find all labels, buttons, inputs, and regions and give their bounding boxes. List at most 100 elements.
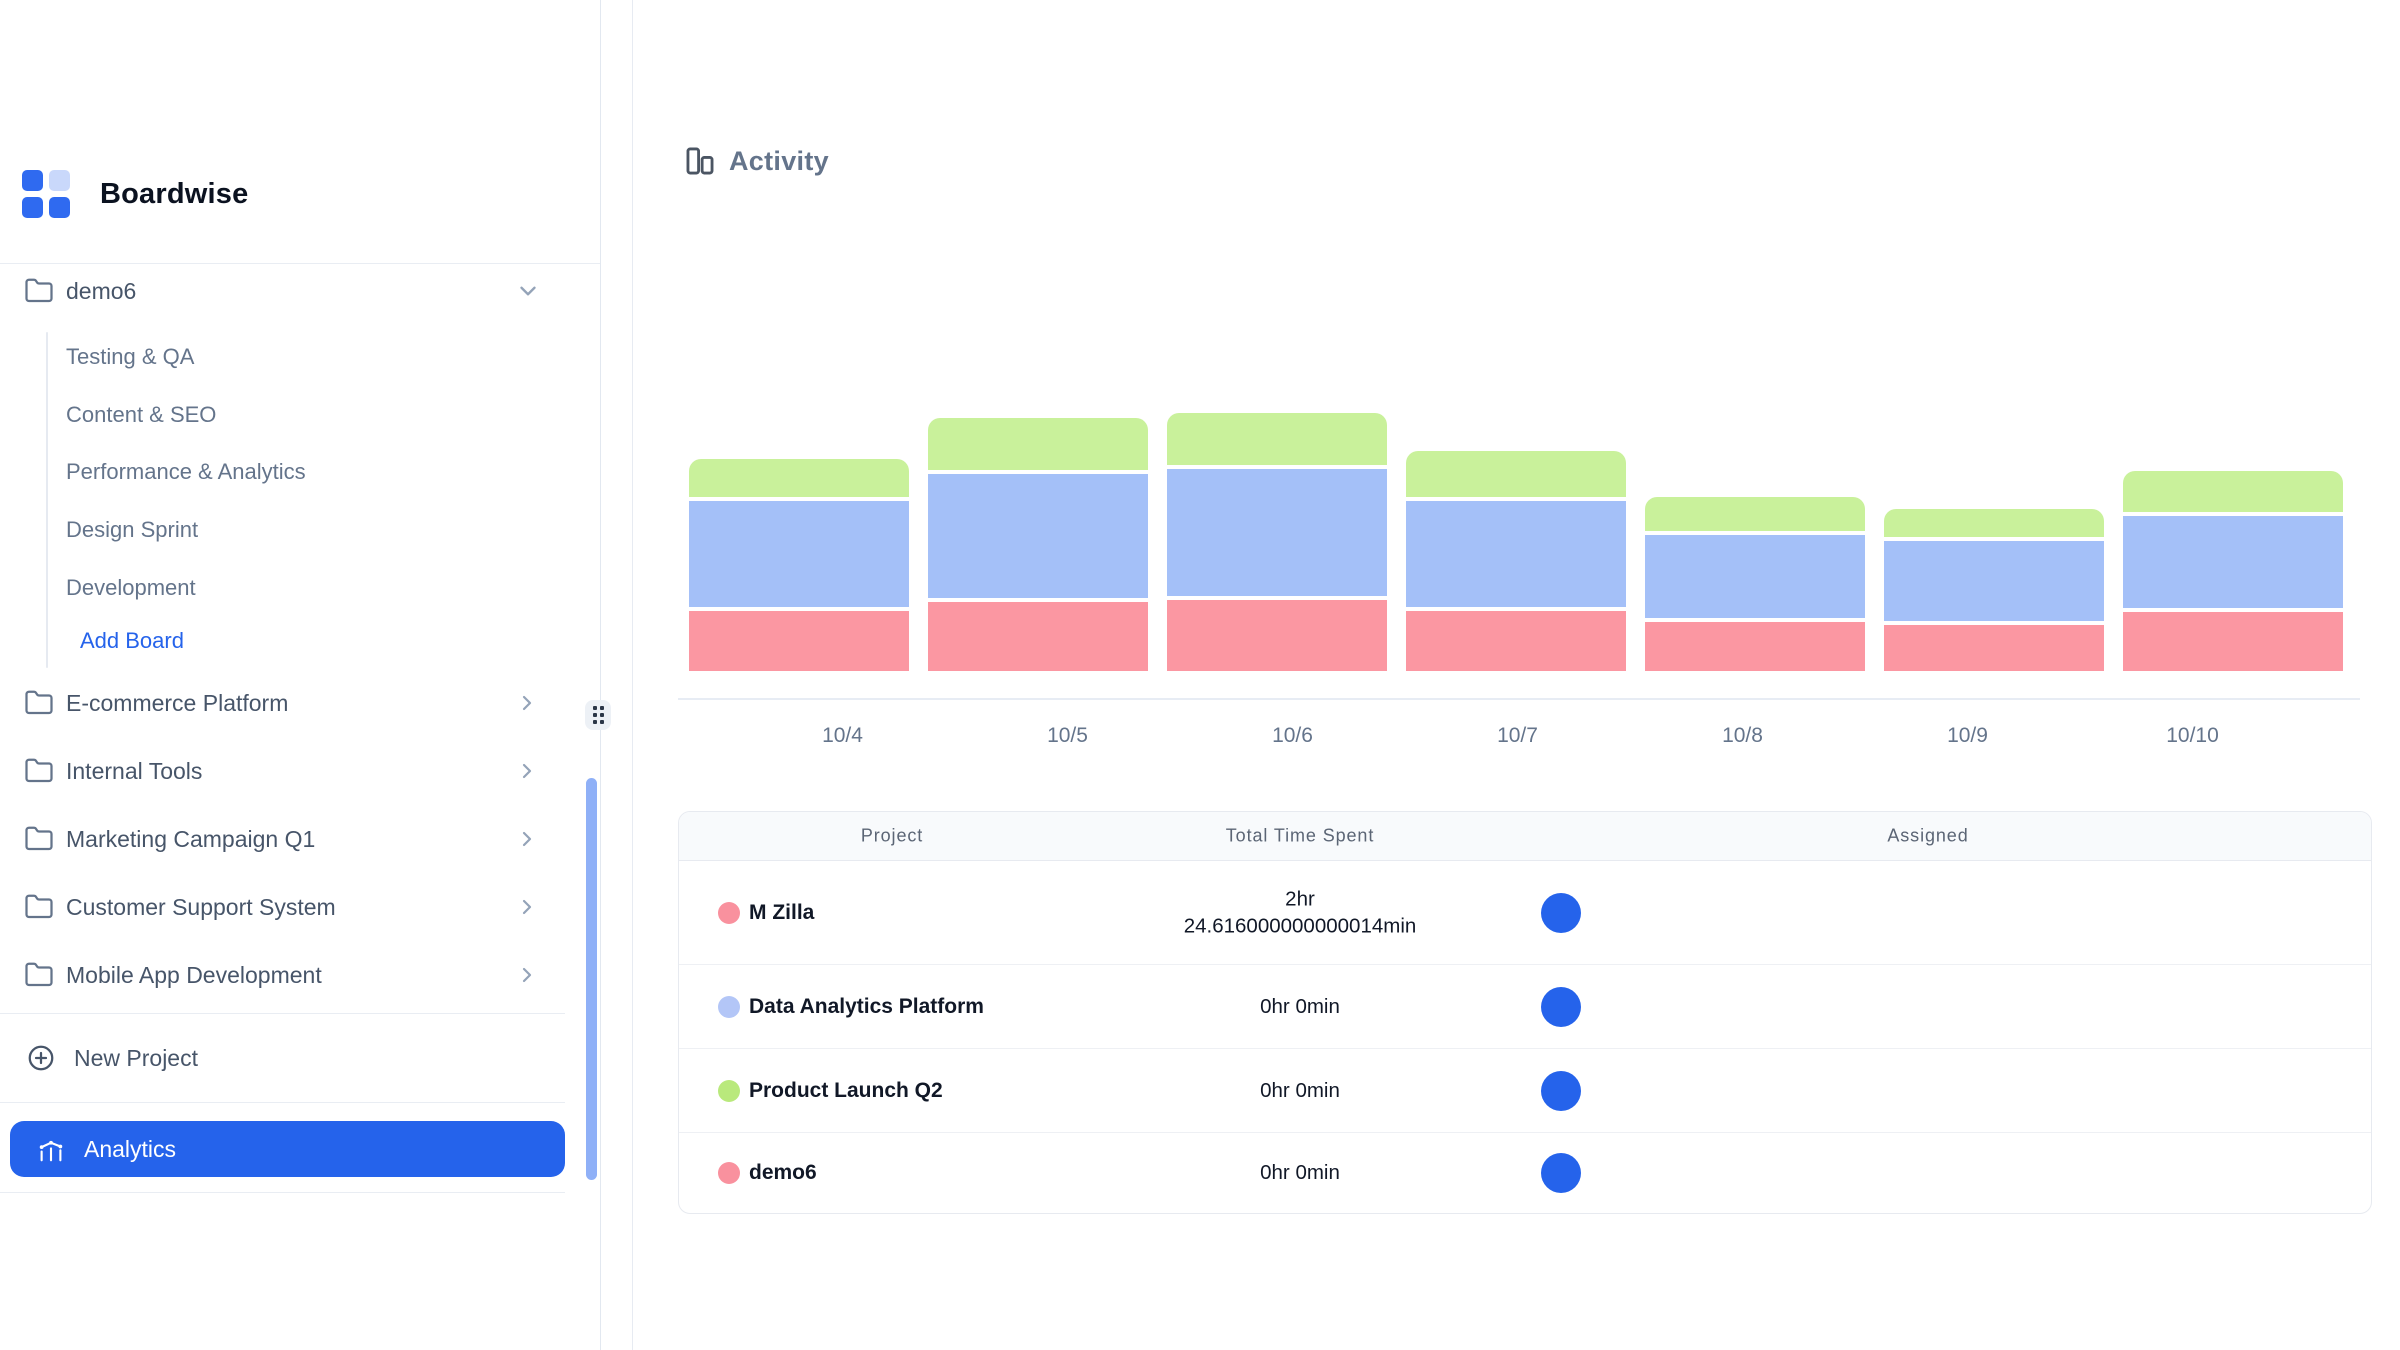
bar-segment xyxy=(2123,612,2343,671)
sidebar-scrollbar[interactable] xyxy=(586,778,597,1180)
sidebar-board-item[interactable]: Design Sprint xyxy=(66,517,199,543)
folder-icon xyxy=(24,756,54,786)
divider xyxy=(0,1102,565,1103)
sidebar-item-label: Mobile App Development xyxy=(66,961,322,988)
table-row[interactable]: M Zilla 2hr 24.616000000000014min xyxy=(679,861,2371,964)
project-color-dot xyxy=(718,901,740,924)
bar-segment xyxy=(689,501,909,607)
logo-square xyxy=(22,170,43,191)
sidebar-item-label: E-commerce Platform xyxy=(66,689,289,716)
sidebar-project-item[interactable]: Mobile App Development xyxy=(0,953,600,997)
folder-icon xyxy=(24,960,54,990)
chevron-right-icon[interactable] xyxy=(515,827,539,851)
drag-handle-icon[interactable] xyxy=(585,700,611,730)
chevron-right-icon[interactable] xyxy=(515,759,539,783)
total-time-value: 2hr 24.616000000000014min xyxy=(1183,886,1417,938)
bar-segment xyxy=(689,611,909,671)
x-tick-label: 10/4 xyxy=(822,724,863,747)
bar-segment xyxy=(1406,611,1626,671)
bar-segment xyxy=(1645,535,1865,618)
bar-segment xyxy=(928,602,1148,671)
analytics-button[interactable]: Analytics xyxy=(10,1121,565,1177)
folder-icon xyxy=(24,892,54,922)
assignee-avatar[interactable] xyxy=(1541,1153,1581,1193)
sidebar-board-item[interactable]: Development xyxy=(66,574,196,600)
folder-icon xyxy=(24,824,54,854)
activity-title: Activity xyxy=(729,145,829,176)
add-board-button[interactable]: Add Board xyxy=(80,628,184,653)
sidebar-item-label: Marketing Campaign Q1 xyxy=(66,825,316,852)
project-name: demo6 xyxy=(749,1161,817,1184)
assignee-avatar[interactable] xyxy=(1541,986,1581,1027)
sidebar-item-demo6[interactable]: demo6 xyxy=(0,269,600,313)
table-row[interactable]: Product Launch Q2 0hr 0min xyxy=(679,1048,2371,1132)
x-tick-label: 10/5 xyxy=(1047,724,1088,747)
bar-chart-icon xyxy=(683,144,717,178)
bar-segment xyxy=(1167,413,1387,465)
main-content: Activity 10/4 10/5 10/6 10/7 10/8 10/9 10/10 P… xyxy=(633,0,2400,1350)
sidebar-item-label: demo6 xyxy=(66,277,137,304)
bar-segment xyxy=(1884,509,2104,537)
sidebar-project-item[interactable]: Customer Support System xyxy=(0,885,600,929)
sidebar-board-item[interactable]: Performance & Analytics xyxy=(66,459,306,485)
col-assigned: Assigned xyxy=(1887,825,1969,846)
new-project-button[interactable]: New Project xyxy=(0,1036,600,1080)
total-time-value: 0hr 0min xyxy=(1260,1078,1340,1102)
sidebar-item-label: Customer Support System xyxy=(66,893,336,920)
logo-square xyxy=(49,170,70,191)
bar-10/7[interactable] xyxy=(1406,451,1626,671)
x-tick-label: 10/10 xyxy=(2166,724,2219,747)
project-color-dot xyxy=(718,1079,740,1102)
plus-circle-icon xyxy=(26,1043,56,1073)
bar-10/8[interactable] xyxy=(1645,497,1865,671)
sidebar-board-item[interactable]: Content & SEO xyxy=(66,401,217,427)
project-name: Product Launch Q2 xyxy=(749,1078,943,1102)
bar-10/10[interactable] xyxy=(2123,471,2343,671)
bar-10/5[interactable] xyxy=(928,418,1148,671)
brand-header: Boardwise xyxy=(22,168,248,220)
bar-segment xyxy=(2123,516,2343,608)
boardwise-logo-icon xyxy=(22,170,70,218)
bar-10/4[interactable] xyxy=(689,459,909,671)
project-name: Data Analytics Platform xyxy=(749,994,984,1018)
table-row[interactable]: demo6 0hr 0min xyxy=(679,1132,2371,1213)
assignee-avatar[interactable] xyxy=(1541,892,1581,933)
analytics-chart-icon xyxy=(36,1134,66,1164)
total-time-value: 0hr 0min xyxy=(1260,1161,1340,1185)
project-name: M Zilla xyxy=(749,900,815,924)
chevron-right-icon[interactable] xyxy=(515,963,539,987)
table-row[interactable]: Data Analytics Platform 0hr 0min xyxy=(679,964,2371,1048)
bar-segment xyxy=(1406,501,1626,607)
bar-segment xyxy=(928,474,1148,598)
bar-10/9[interactable] xyxy=(1884,509,2104,671)
chevron-down-icon[interactable] xyxy=(515,278,541,304)
chevron-right-icon[interactable] xyxy=(515,691,539,715)
logo-square xyxy=(22,197,43,218)
divider xyxy=(0,1192,565,1193)
tree-indent-line xyxy=(46,332,48,668)
sidebar-board-item[interactable]: Testing & QA xyxy=(66,344,195,369)
project-color-dot xyxy=(718,995,740,1018)
x-axis-labels: 10/4 10/5 10/6 10/7 10/8 10/9 10/10 xyxy=(730,724,2305,748)
brand-name: Boardwise xyxy=(100,177,249,210)
sidebar-project-item[interactable]: E-commerce Platform xyxy=(0,681,600,725)
table-body: M Zilla 2hr 24.616000000000014min Data An… xyxy=(679,861,2371,1213)
x-tick-label: 10/7 xyxy=(1497,724,1538,747)
bar-10/6[interactable] xyxy=(1167,413,1387,671)
bar-segment xyxy=(689,459,909,497)
folder-icon xyxy=(24,276,54,306)
sidebar-project-item[interactable]: Internal Tools xyxy=(0,749,600,793)
chevron-right-icon[interactable] xyxy=(515,895,539,919)
sidebar-item-label: Internal Tools xyxy=(66,757,203,784)
bar-segment xyxy=(928,418,1148,470)
sidebar-project-item[interactable]: Marketing Campaign Q1 xyxy=(0,817,600,861)
bar-segment xyxy=(1167,469,1387,596)
bar-segment xyxy=(1645,497,1865,531)
assignee-avatar[interactable] xyxy=(1541,1070,1581,1111)
time-spent-table: Project Total Time Spent Assigned M Zill… xyxy=(678,811,2372,1214)
folder-icon xyxy=(24,688,54,718)
new-project-label: New Project xyxy=(74,1044,198,1071)
divider xyxy=(0,263,600,264)
sidebar: Boardwise demo6 Testing & QA Content & SE… xyxy=(0,0,601,1350)
total-time-value: 0hr 0min xyxy=(1260,994,1340,1018)
